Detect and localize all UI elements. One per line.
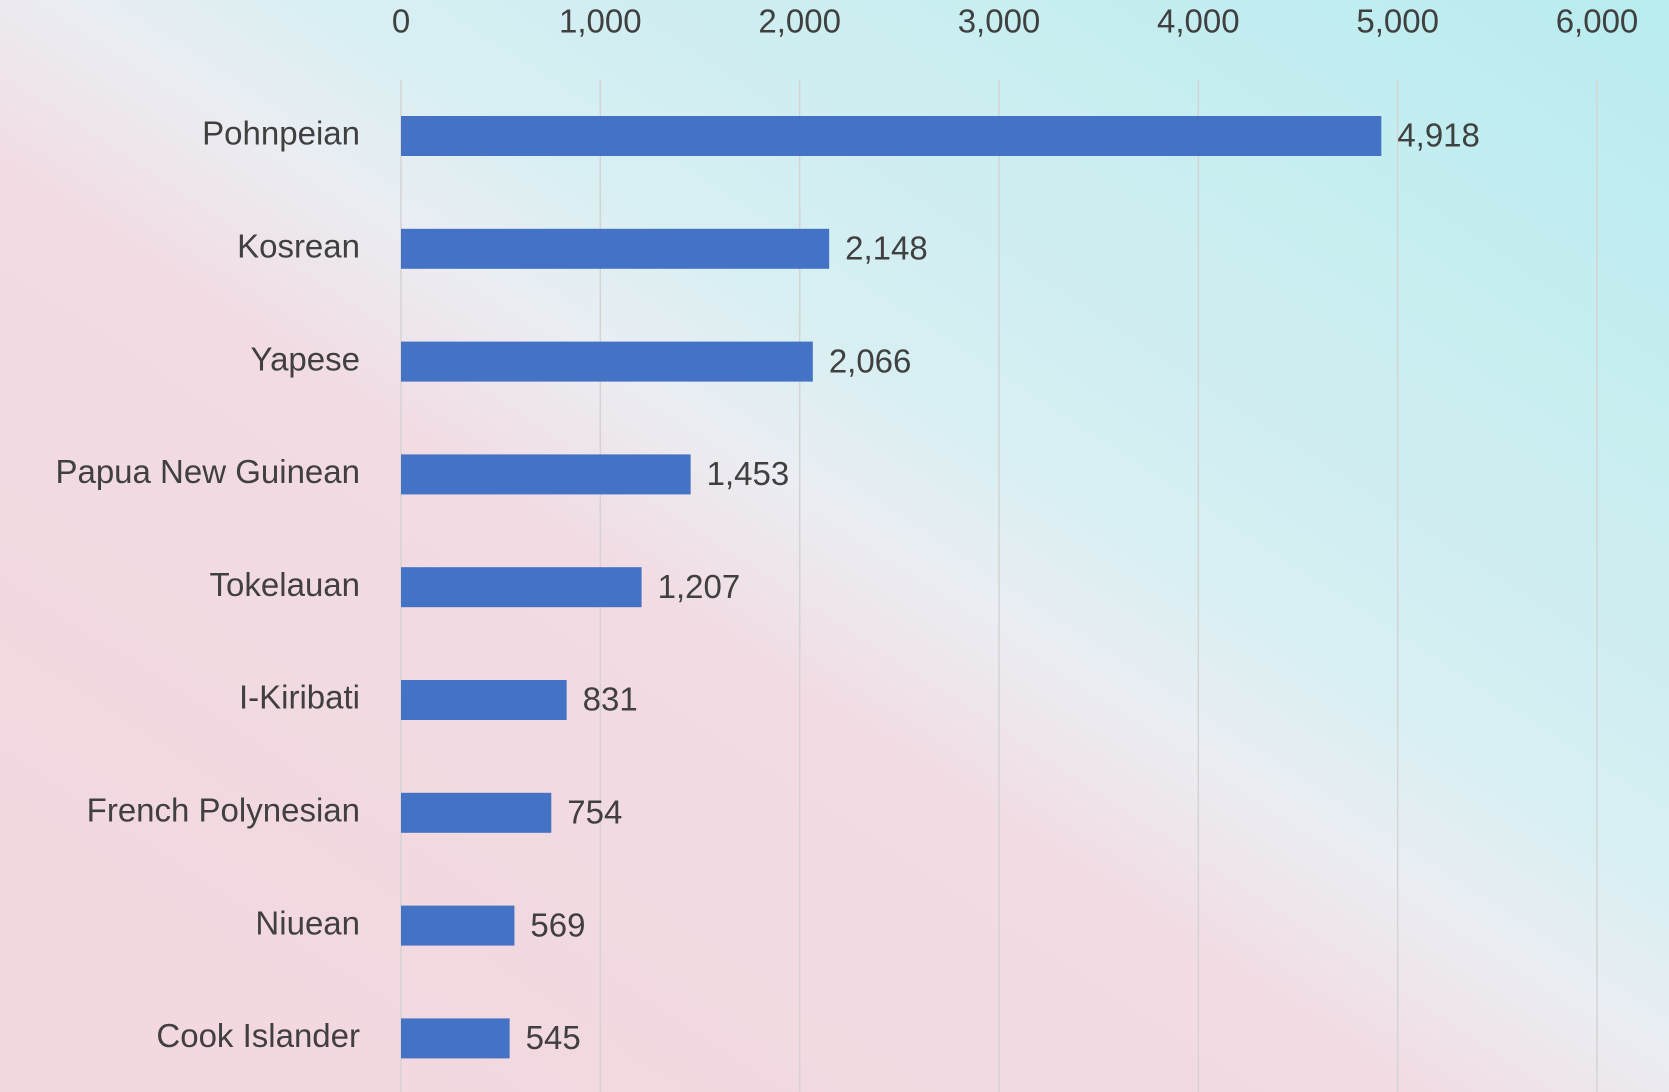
x-tick-label: 2,000 bbox=[758, 3, 841, 40]
bar bbox=[401, 905, 515, 946]
x-tick-label: 6,000 bbox=[1556, 3, 1639, 40]
y-tick-label: Yapese bbox=[251, 340, 360, 377]
y-tick-label: French Polynesian bbox=[87, 792, 360, 829]
y-tick-label: Kosrean bbox=[237, 228, 360, 265]
y-tick-label: Cook Islander bbox=[156, 1017, 360, 1054]
y-tick-label: Papua New Guinean bbox=[55, 453, 360, 490]
x-tick-label: 3,000 bbox=[958, 3, 1041, 40]
bar bbox=[401, 1018, 510, 1059]
data-label: 2,066 bbox=[829, 342, 912, 379]
x-tick-label: 0 bbox=[392, 3, 410, 40]
bar bbox=[401, 341, 813, 382]
data-label: 569 bbox=[530, 906, 585, 943]
bar bbox=[401, 567, 642, 608]
bar bbox=[401, 454, 691, 495]
data-label: 1,453 bbox=[707, 455, 790, 492]
y-tick-label: Niuean bbox=[255, 904, 360, 941]
data-label: 754 bbox=[567, 794, 622, 831]
x-tick-label: 4,000 bbox=[1157, 3, 1240, 40]
y-tick-label: Pohnpeian bbox=[202, 115, 360, 152]
y-tick-label: I-Kiribati bbox=[239, 679, 360, 716]
data-label: 2,148 bbox=[845, 230, 928, 267]
data-label: 1,207 bbox=[658, 568, 741, 605]
bar bbox=[401, 228, 830, 269]
data-label: 831 bbox=[583, 681, 638, 718]
y-tick-label: Tokelauan bbox=[210, 566, 360, 603]
x-tick-label: 5,000 bbox=[1356, 3, 1439, 40]
bar bbox=[401, 116, 1382, 156]
bar bbox=[401, 680, 567, 720]
data-label: 545 bbox=[526, 1019, 581, 1056]
x-tick-label: 1,000 bbox=[559, 3, 642, 40]
data-label: 4,918 bbox=[1397, 117, 1480, 154]
bar bbox=[401, 792, 552, 833]
